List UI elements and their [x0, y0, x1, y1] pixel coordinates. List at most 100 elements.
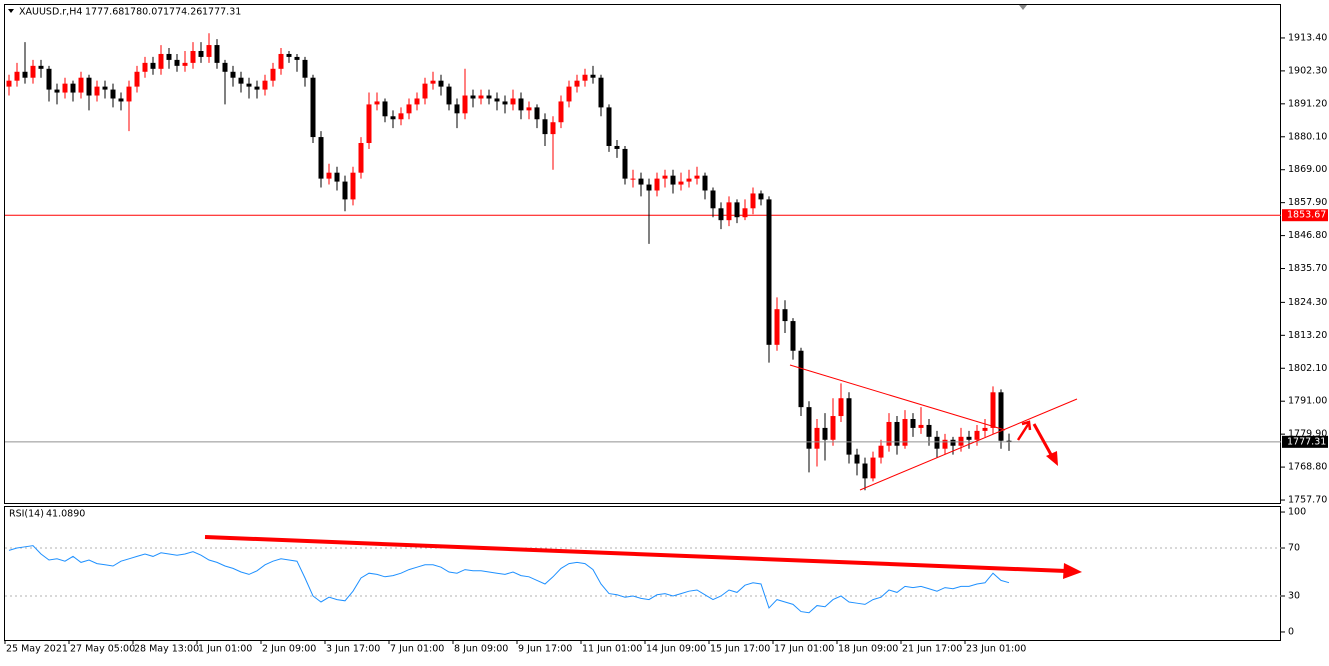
candle-body: [830, 416, 836, 440]
candle-body: [654, 178, 660, 191]
candle-body: [742, 208, 748, 218]
candle-body: [254, 86, 260, 90]
x-tick-label: 23 Jun 01:00: [966, 644, 1026, 655]
candle-body: [214, 45, 220, 63]
candle-body: [502, 101, 508, 105]
rsi-line: [8, 545, 1010, 614]
candle-body: [478, 95, 484, 99]
x-tick-label: 8 Jun 09:00: [454, 644, 508, 655]
candle-body: [806, 407, 812, 449]
candle-body: [790, 321, 796, 351]
candle-body: [270, 68, 276, 81]
candle-body: [670, 175, 676, 185]
y-tick-label: 1913.40: [1288, 32, 1327, 43]
candle-body: [286, 53, 292, 57]
symbol-label: XAUUSD.r,H4: [19, 7, 82, 18]
candle-body: [414, 98, 420, 105]
candle-body: [382, 101, 388, 117]
arrowhead: [1046, 451, 1058, 466]
candle-body: [966, 436, 972, 440]
candle-body: [638, 178, 644, 185]
rsi-name: RSI(14): [9, 509, 44, 520]
candle-body: [878, 445, 884, 458]
candle-body: [238, 77, 244, 84]
level-label: 1853.67: [1287, 210, 1326, 221]
candle-body: [518, 98, 524, 111]
y-tick-label: 1768.80: [1288, 462, 1327, 473]
candle-body: [710, 190, 716, 209]
candle-body: [782, 309, 788, 322]
candle-body: [158, 53, 164, 69]
candle-body: [326, 172, 332, 179]
y-tick-label: 1891.20: [1288, 98, 1327, 109]
candle-body: [606, 107, 612, 146]
current-price-label: 1777.31: [1287, 436, 1326, 447]
candle-body: [566, 86, 572, 102]
candle-body: [30, 65, 36, 78]
candle-body: [774, 309, 780, 345]
candle-body: [902, 419, 908, 446]
candle-body: [126, 86, 132, 102]
x-tick-label: 3 Jun 17:00: [326, 644, 380, 655]
candle-body: [678, 181, 684, 185]
shift-marker: [1019, 5, 1027, 10]
ohlc-low: 1774.26: [163, 7, 202, 18]
candle-body: [230, 71, 236, 78]
candle-body: [398, 113, 404, 120]
candle-body: [614, 145, 620, 149]
y-tick-label: 1757.70: [1288, 495, 1327, 506]
candle-body: [142, 62, 148, 72]
y-tick-label: 1779.90: [1288, 429, 1327, 440]
candle-body: [494, 98, 500, 102]
candle-body: [294, 56, 300, 60]
candle-body: [558, 101, 564, 123]
candle-body: [758, 193, 764, 200]
candle-body: [78, 77, 84, 93]
candle-body: [174, 59, 180, 66]
plot: 1913.40 1902.30 1891.20 1880.10 1869.00 1857.…: [4, 32, 1328, 655]
candle-body: [686, 178, 692, 182]
candle-body: [918, 424, 924, 428]
y-tick-label: 1880.10: [1288, 131, 1327, 142]
candle-body: [542, 119, 548, 135]
level-label-bg: [1282, 209, 1328, 222]
y-tick-label: 1902.30: [1288, 65, 1327, 76]
candle-body: [622, 148, 628, 179]
y-tick-label: 1824.30: [1288, 297, 1327, 308]
arrow: [204, 535, 1067, 573]
rsi-y-tick-label: 100: [1288, 507, 1306, 518]
candle-body: [550, 122, 556, 135]
x-tick-label: 28 May 13:00: [134, 644, 199, 655]
candle-body: [734, 202, 740, 218]
candle-body: [22, 71, 28, 78]
x-tick-label: 18 Jun 09:00: [838, 644, 898, 655]
candle-body: [222, 62, 228, 72]
candle-body: [846, 398, 852, 455]
candle-body: [14, 71, 20, 81]
x-tick-label: 7 Jun 01:00: [390, 644, 444, 655]
candle-body: [110, 89, 116, 99]
trend-line: [859, 398, 1078, 491]
candle-body: [46, 68, 52, 90]
x-tick-label: 14 Jun 09:00: [646, 644, 706, 655]
candle-body: [54, 89, 60, 93]
arrowhead: [1063, 563, 1082, 579]
candle-body: [310, 77, 316, 138]
candle-body: [750, 193, 756, 209]
candle-body: [118, 98, 124, 102]
arrow: [1016, 420, 1032, 441]
x-tick-label: 21 Jun 17:00: [902, 644, 962, 655]
candle-body: [262, 80, 268, 90]
candle-body: [486, 95, 492, 99]
rsi-y-tick-label: 70: [1288, 543, 1300, 554]
candle-body: [438, 80, 444, 87]
x-tick-label: 1 Jun 01:00: [198, 644, 252, 655]
candle-body: [718, 208, 724, 221]
candle-body: [318, 137, 324, 179]
price-panel: [4, 4, 1281, 504]
y-tick-label: 1857.90: [1288, 197, 1327, 208]
candle-body: [982, 427, 988, 431]
candle-body: [862, 463, 868, 479]
candle-body: [150, 62, 156, 69]
candle-body: [942, 439, 948, 449]
